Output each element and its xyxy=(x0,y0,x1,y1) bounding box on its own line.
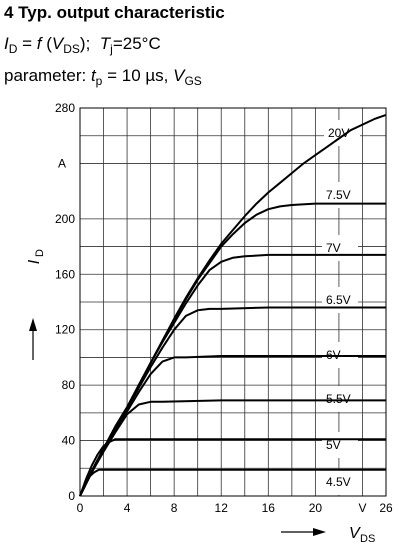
param-t-value: = 10 µs, xyxy=(102,66,174,85)
y-tick-label: 0 xyxy=(68,489,75,503)
series-label-bg xyxy=(322,287,358,313)
y-tick-label: 40 xyxy=(62,434,76,448)
func-i-symbol: I xyxy=(4,34,9,53)
temp-value: =25°C xyxy=(112,34,161,53)
x-tick-label: 16 xyxy=(262,501,276,515)
y-tick-label: 200 xyxy=(55,212,75,226)
series-line xyxy=(79,438,386,497)
x-tick-label: 12 xyxy=(215,501,229,515)
series-line xyxy=(79,468,386,497)
func-open: ( xyxy=(41,34,52,53)
y-unit-bg xyxy=(52,141,78,167)
func-v-symbol: V xyxy=(51,34,64,53)
func-f: f xyxy=(36,34,42,53)
series-label: 20V xyxy=(328,126,349,140)
y-axis-arrow-head xyxy=(29,318,37,331)
param-v-symbol: V xyxy=(173,66,185,85)
x-tick-label: 0 xyxy=(77,501,84,515)
y-tick-label: 160 xyxy=(55,267,75,281)
func-eq: = xyxy=(17,34,37,53)
y-tick-label: 120 xyxy=(55,323,75,337)
y-axis-label-sub: D xyxy=(34,249,46,257)
y-tick-label: 280 xyxy=(55,101,75,115)
series-label: 5V xyxy=(326,438,341,452)
parameter-line: parameter: tp = 10 µs, VGS xyxy=(4,66,202,88)
series-label-bg xyxy=(322,469,358,495)
series-label: 6V xyxy=(326,348,341,362)
param-label: parameter: xyxy=(4,66,91,85)
series-line xyxy=(79,399,386,497)
func-i-sub: D xyxy=(8,42,18,56)
series-label: 7V xyxy=(326,241,341,255)
series-label-bg xyxy=(322,386,358,412)
func-v-sub: DS xyxy=(63,42,80,56)
temp-t-symbol: T xyxy=(99,34,111,53)
x-tick-label: 20 xyxy=(309,501,323,515)
plot-frame xyxy=(79,107,387,497)
x-unit-label: V xyxy=(358,501,366,515)
function-line: ID = f (VDS); Tj=25°C xyxy=(4,34,161,56)
temp-t-sub: j xyxy=(110,42,113,56)
x-axis-arrow-head xyxy=(313,528,326,536)
x-tick-label: 26 xyxy=(379,501,393,515)
series-label-bg xyxy=(322,235,358,261)
param-t-sub: p xyxy=(95,74,103,88)
y-unit-label: A xyxy=(58,156,66,170)
x-tick-label: 8 xyxy=(171,501,178,515)
x-tick-label: 4 xyxy=(124,501,131,515)
series-label: 7.5V xyxy=(326,188,351,202)
series-label: 4.5V xyxy=(326,475,351,489)
series-label-bg xyxy=(322,432,358,458)
series-label-bg xyxy=(324,120,360,146)
y-axis-label: I xyxy=(26,259,43,264)
param-v-sub: GS xyxy=(184,74,202,88)
func-close: ); xyxy=(79,34,91,53)
series-label: 6.5V xyxy=(326,293,351,307)
param-t-symbol: t xyxy=(90,66,96,85)
y-tick-label: 80 xyxy=(62,378,76,392)
series-label: 5.5V xyxy=(326,392,351,406)
x-axis-label: V xyxy=(349,525,361,542)
x-axis-label-sub: DS xyxy=(360,533,375,545)
chart-title: 4 Typ. output characteristic xyxy=(4,3,225,22)
